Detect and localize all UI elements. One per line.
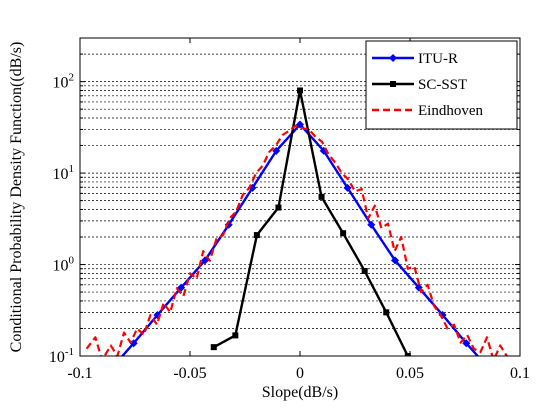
- x-tick-label: -0.05: [173, 365, 206, 382]
- x-tick-label: 0.05: [396, 365, 424, 382]
- x-tick-label: 0: [296, 365, 304, 382]
- data-point-sc-sst: [340, 230, 347, 237]
- data-point-sc-sst: [318, 193, 325, 200]
- data-point-itu-r: [462, 339, 471, 348]
- data-point-sc-sst: [404, 353, 411, 356]
- y-tick-label: 100: [53, 255, 75, 275]
- legend-label-itu-r: ITU-R: [418, 51, 458, 67]
- y-tick-label: 101: [53, 163, 75, 183]
- y-axis-title: Conditional Probability Density Function…: [8, 42, 25, 353]
- data-point-itu-r: [343, 183, 352, 192]
- legend-marker-sc-sst: [390, 81, 396, 87]
- legend-marker-itu-r: [389, 54, 397, 62]
- legend-label-sc-sst: SC-SST: [418, 77, 467, 93]
- y-tick-label: 102: [53, 72, 75, 92]
- series-layer: [85, 87, 509, 356]
- data-point-sc-sst: [275, 204, 282, 211]
- x-tick-label: 0.1: [510, 365, 530, 382]
- series-line-eindhoven: [85, 124, 509, 356]
- data-point-sc-sst: [383, 309, 390, 316]
- legend-label-eindhoven: Eindhoven: [418, 103, 483, 119]
- data-point-itu-r: [272, 146, 281, 155]
- data-point-sc-sst: [297, 87, 303, 94]
- y-tick-label: 10-1: [49, 346, 74, 366]
- data-point-sc-sst: [210, 344, 217, 351]
- data-point-itu-r: [296, 120, 304, 129]
- data-point-sc-sst: [361, 268, 368, 275]
- x-axis-title: Slope(dB/s): [262, 384, 338, 401]
- data-point-sc-sst: [253, 232, 260, 239]
- legend: ITU-R SC-SST Eindhoven: [365, 40, 518, 130]
- series-line-sc-sst: [213, 89, 409, 356]
- x-tick-label: -0.1: [67, 365, 92, 382]
- data-point-itu-r: [367, 220, 376, 229]
- data-point-sc-sst: [232, 332, 239, 339]
- axis-ticks: -0.1 -0.05 0 0.05 0.1 10-1 100 101 102: [49, 37, 530, 382]
- data-point-itu-r: [391, 256, 400, 265]
